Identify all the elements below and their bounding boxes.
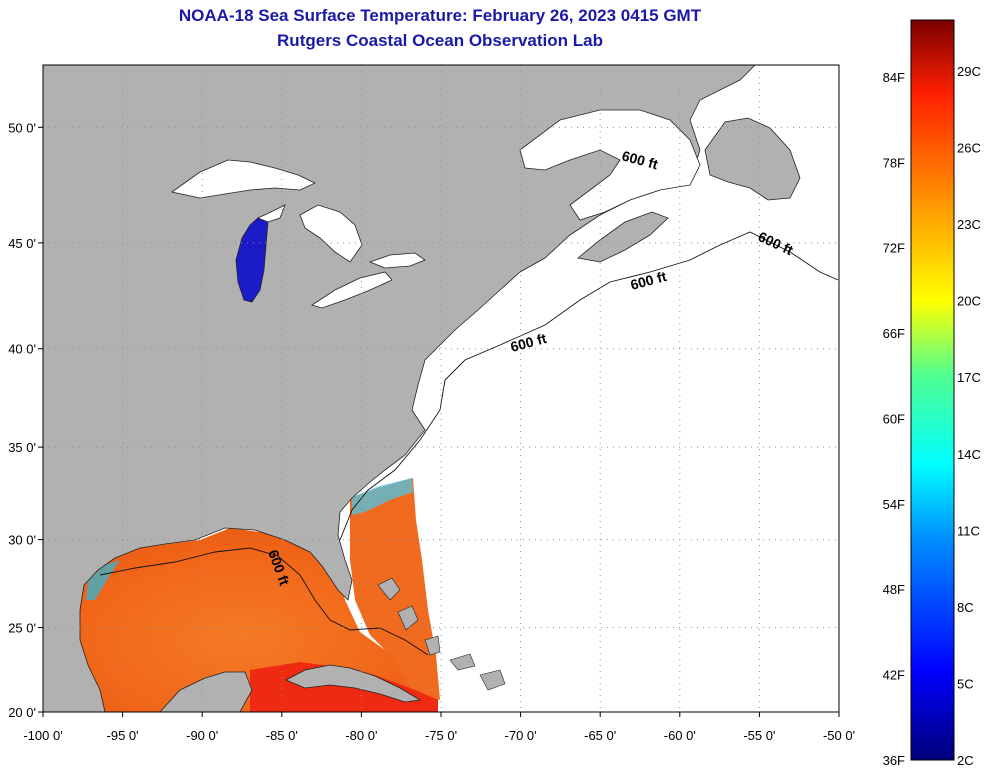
colorbar-f-label: 78F (883, 155, 905, 170)
lat-tick-label: 30 0' (8, 533, 36, 548)
lat-tick-label: 35 0' (8, 440, 36, 455)
lon-tick-label: -90 0' (186, 728, 218, 743)
lake-erie (311, 271, 393, 309)
colorbar-f-label: 84F (883, 70, 905, 85)
colorbar (910, 19, 955, 761)
nova-scotia-land (577, 211, 669, 263)
longitude-axis: -100 0' -95 0' -90 0' -85 0' -80 0' -75 0' -70… (23, 712, 855, 743)
colorbar-c-label: 11C (957, 523, 980, 538)
latitude-axis: 50 0' 45 0' 40 0' 35 0' 30 0' 25 0' 20 0' (8, 120, 43, 720)
colorbar-f-label: 42F (883, 668, 905, 683)
colorbar-c-label: 17C (957, 370, 981, 385)
colorbar-c-label: 29C (957, 64, 981, 79)
colorbar-f-label: 72F (883, 241, 905, 256)
colorbar-f-label: 48F (883, 582, 905, 597)
gulf-of-st-lawrence (519, 109, 701, 221)
colorbar-c-label: 8C (957, 600, 974, 615)
lon-tick-label: -50 0' (823, 728, 855, 743)
lon-tick-label: -95 0' (107, 728, 139, 743)
lake-huron (299, 204, 363, 263)
colorbar-c-label: 26C (957, 141, 981, 156)
graticule-grid (43, 65, 839, 712)
colorbar-f-label: 54F (883, 497, 905, 512)
lon-tick-label: -65 0' (584, 728, 616, 743)
colorbar-c-label: 23C (957, 217, 981, 232)
lake-michigan (235, 217, 269, 303)
map-subtitle: Rutgers Coastal Ocean Observation Lab (277, 31, 603, 50)
lon-tick-label: -75 0' (425, 728, 457, 743)
gulf-of-mexico-sst (80, 528, 438, 712)
lon-tick-label: -80 0' (345, 728, 377, 743)
newfoundland-land (704, 117, 801, 201)
colorbar-f-label: 36F (883, 753, 905, 768)
cuba-land (285, 664, 422, 703)
bahamas-islands (377, 577, 506, 691)
gulf-coast-cool-patch (86, 560, 120, 600)
colorbar-c-label: 5C (957, 676, 974, 691)
colorbar-c-label: 2C (957, 753, 974, 768)
lake-superior (171, 159, 316, 199)
lon-tick-label: -60 0' (664, 728, 696, 743)
lat-tick-label: 20 0' (8, 705, 36, 720)
lat-tick-label: 45 0' (8, 236, 36, 251)
map-title: NOAA-18 Sea Surface Temperature: Februar… (178, 6, 702, 25)
lon-tick-label: -70 0' (505, 728, 537, 743)
yucatan-land (159, 671, 253, 712)
lon-tick-label: -100 0' (23, 728, 62, 743)
colorbar-f-label: 60F (883, 411, 905, 426)
colorbar-c-label: 14C (957, 447, 981, 462)
lon-tick-label: -55 0' (743, 728, 775, 743)
lon-tick-label: -85 0' (266, 728, 298, 743)
colorbar-fahrenheit-labels: 84F 78F 72F 66F 60F 54F 48F 42F 36F (883, 70, 905, 768)
lat-tick-label: 50 0' (8, 120, 36, 135)
lake-ontario (368, 252, 426, 269)
cool-water-band (352, 478, 413, 515)
lake-michigan-north (256, 204, 286, 223)
colorbar-celsius-labels: 29C 26C 23C 20C 17C 14C 11C 8C 5C 2C (957, 64, 981, 768)
lat-tick-label: 40 0' (8, 342, 36, 357)
colorbar-f-label: 66F (883, 326, 905, 341)
colorbar-c-label: 20C (957, 294, 981, 309)
lat-tick-label: 25 0' (8, 621, 36, 636)
